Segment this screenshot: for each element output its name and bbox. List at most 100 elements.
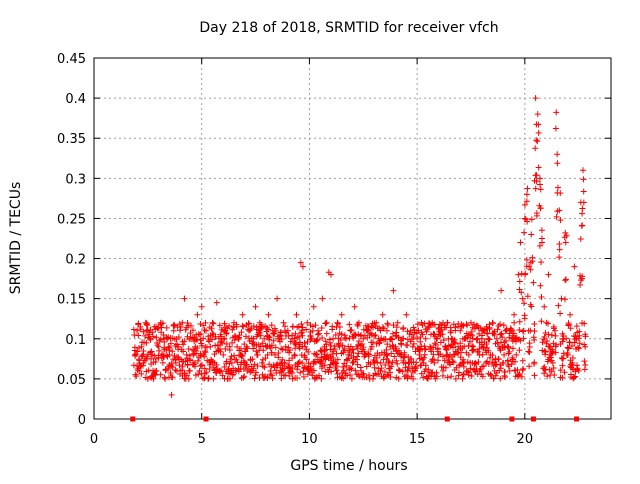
data-point xyxy=(261,364,268,371)
data-point xyxy=(278,345,285,352)
data-point xyxy=(172,357,179,364)
data-points xyxy=(130,95,589,398)
data-point xyxy=(354,322,361,329)
data-point xyxy=(326,364,333,371)
data-point xyxy=(553,341,560,348)
data-point xyxy=(244,345,251,352)
data-point xyxy=(538,227,545,234)
data-point xyxy=(422,345,429,352)
data-point xyxy=(133,373,140,380)
data-point xyxy=(150,333,157,340)
y-axis-label: SRMTID / TECUs xyxy=(8,182,24,295)
data-point xyxy=(291,351,298,358)
data-point xyxy=(267,371,274,378)
data-point xyxy=(521,300,528,307)
data-point xyxy=(410,340,417,347)
data-point xyxy=(184,320,191,327)
data-point xyxy=(558,295,565,302)
data-point xyxy=(268,322,275,329)
data-point xyxy=(544,373,551,380)
data-point xyxy=(152,372,159,379)
data-point xyxy=(548,368,555,375)
data-point xyxy=(475,358,482,365)
data-point xyxy=(493,335,500,342)
data-point xyxy=(346,347,353,354)
chart-title: Day 218 of 2018, SRMTID for receiver vfc… xyxy=(199,20,498,36)
data-point xyxy=(199,361,206,368)
data-point xyxy=(569,342,576,349)
data-point xyxy=(167,370,174,377)
data-point xyxy=(485,360,492,367)
data-point xyxy=(538,235,545,242)
data-point xyxy=(548,332,555,339)
data-point xyxy=(332,331,339,338)
data-point xyxy=(521,271,528,278)
data-point xyxy=(571,374,578,381)
data-point xyxy=(171,336,178,343)
data-point xyxy=(487,354,494,361)
data-point xyxy=(421,351,428,358)
data-point xyxy=(376,339,383,346)
data-point xyxy=(536,175,543,182)
data-point xyxy=(216,368,223,375)
y-tick-label: 0.1 xyxy=(65,333,86,348)
x-tick-label: 20 xyxy=(517,432,534,447)
data-point xyxy=(213,299,220,306)
data-point xyxy=(510,330,517,337)
data-point xyxy=(262,323,269,330)
data-point xyxy=(535,121,542,128)
data-point xyxy=(441,357,448,364)
data-point xyxy=(264,374,271,381)
data-point xyxy=(400,357,407,364)
data-point xyxy=(265,311,272,318)
data-point xyxy=(177,327,184,334)
data-point xyxy=(562,229,569,236)
data-point xyxy=(532,172,539,179)
data-point xyxy=(318,324,325,331)
data-point xyxy=(557,217,564,224)
data-point xyxy=(536,242,543,249)
data-point xyxy=(289,332,296,339)
data-point xyxy=(384,352,391,359)
data-point xyxy=(236,332,243,339)
data-point xyxy=(313,337,320,344)
data-point xyxy=(573,323,580,330)
data-point xyxy=(447,361,454,368)
data-point xyxy=(463,321,470,328)
data-point xyxy=(314,336,321,343)
data-point xyxy=(421,346,428,353)
y-tick-label: 0.3 xyxy=(65,172,86,187)
axis-markers xyxy=(130,416,580,422)
data-point xyxy=(163,366,170,373)
data-point xyxy=(529,258,536,265)
data-point xyxy=(197,350,204,357)
data-point xyxy=(240,358,247,365)
data-point xyxy=(562,277,569,284)
data-point xyxy=(298,321,305,328)
data-point xyxy=(567,325,574,332)
data-point xyxy=(194,357,201,364)
data-point xyxy=(301,352,308,359)
data-point xyxy=(331,346,338,353)
data-point xyxy=(360,370,367,377)
data-point xyxy=(574,344,581,351)
data-point xyxy=(303,356,310,363)
data-point xyxy=(577,236,584,243)
data-point xyxy=(506,348,513,355)
data-point xyxy=(259,359,266,366)
data-point xyxy=(281,359,288,366)
data-point xyxy=(460,371,467,378)
data-point xyxy=(226,346,233,353)
data-point xyxy=(556,254,563,261)
data-point xyxy=(388,350,395,357)
data-point xyxy=(575,345,582,352)
data-point xyxy=(153,334,160,341)
data-point xyxy=(444,319,451,326)
data-point xyxy=(322,356,329,363)
data-point xyxy=(575,335,582,342)
data-point xyxy=(264,351,271,358)
data-point xyxy=(438,326,445,333)
data-point xyxy=(330,354,337,361)
data-point xyxy=(581,366,588,373)
data-point xyxy=(355,350,362,357)
